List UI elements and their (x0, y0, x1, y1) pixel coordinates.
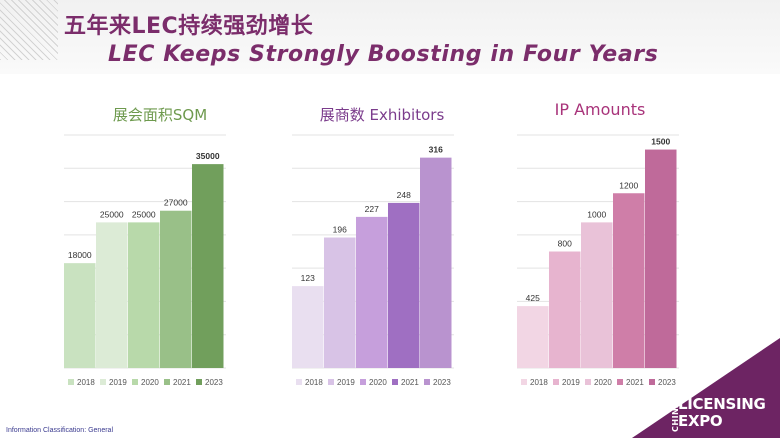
legend-swatch-2021 (617, 379, 623, 385)
bar-2021 (388, 202, 420, 368)
bar-2023 (645, 149, 677, 368)
legend-label-2021: 2021 (173, 378, 191, 387)
legend-label-2018: 2018 (530, 378, 548, 387)
bar-2018 (517, 306, 549, 368)
legend-swatch-2020 (132, 379, 138, 385)
legend-swatch-2019 (328, 379, 334, 385)
legend-label-2023: 2023 (433, 378, 451, 387)
legend-swatch-2018 (68, 379, 74, 385)
legend-swatch-2021 (164, 379, 170, 385)
data-label-2018: 18000 (68, 250, 92, 260)
data-label-2021: 27000 (164, 198, 188, 208)
chart-title-exhibitors: 展商数 Exhibitors (319, 106, 445, 124)
legend-label-2020: 2020 (594, 378, 612, 387)
legend-label-2019: 2019 (562, 378, 580, 387)
data-label-2020: 1000 (587, 209, 606, 219)
bar-2019 (96, 222, 128, 368)
data-label-2019: 25000 (100, 209, 124, 219)
legend-swatch-2018 (296, 379, 302, 385)
bar-2020 (356, 216, 388, 368)
bar-2021 (160, 210, 192, 368)
chart-title-area: 展会面积SQM (112, 106, 208, 124)
exhibitors-chart: 123 196 227 248 316 2018 2019 2020 2021 2023 (292, 134, 454, 387)
data-label-2023: 35000 (196, 151, 220, 161)
legend-label-2019: 2019 (337, 378, 355, 387)
bar-2019 (549, 251, 581, 368)
legend-label-2021: 2021 (401, 378, 419, 387)
legend-label-2019: 2019 (109, 378, 127, 387)
data-label-2023: 316 (429, 145, 443, 155)
chart-title-ip: IP Amounts (554, 100, 646, 119)
legend-swatch-2023 (196, 379, 202, 385)
legend-label-2020: 2020 (141, 378, 159, 387)
legend-label-2018: 2018 (305, 378, 323, 387)
data-label-2018: 425 (526, 293, 540, 303)
bar-2018 (64, 263, 96, 368)
legend-swatch-2019 (100, 379, 106, 385)
page-title-english: LEC Keeps Strongly Boosting in Four Year… (108, 42, 659, 67)
data-label-2019: 800 (558, 239, 572, 249)
legend-label-2023: 2023 (205, 378, 223, 387)
legend-label-2020: 2020 (369, 378, 387, 387)
header-band (0, 0, 780, 74)
data-label-2020: 227 (365, 204, 379, 214)
data-label-2023: 1500 (651, 137, 670, 147)
data-label-2019: 196 (333, 225, 347, 235)
legend-swatch-2023 (424, 379, 430, 385)
legend-swatch-2021 (392, 379, 398, 385)
bar-2019 (324, 237, 356, 368)
bar-2020 (581, 222, 613, 368)
bar-2018 (292, 286, 324, 368)
page-title-chinese: 五年来LEC持续强劲增长 (64, 14, 314, 39)
legend-label-2018: 2018 (77, 378, 95, 387)
legend-swatch-2019 (553, 379, 559, 385)
bar-2023 (192, 164, 224, 368)
logo-line1: LICENSING (678, 395, 766, 413)
legend-swatch-2018 (521, 379, 527, 385)
decorative-pattern (0, 0, 58, 60)
legend-swatch-2020 (585, 379, 591, 385)
legend-swatch-2020 (360, 379, 366, 385)
area-chart: 18000 25000 25000 27000 35000 2018 2019 2020 202… (64, 134, 226, 387)
information-classification: Information Classification: General (6, 427, 113, 434)
data-label-2020: 25000 (132, 209, 156, 219)
data-label-2021: 1200 (619, 180, 638, 190)
bar-2023 (420, 157, 452, 368)
data-label-2018: 123 (301, 273, 315, 283)
logo-background (632, 338, 780, 438)
data-label-2021: 248 (397, 190, 411, 200)
logo-line2: EXPO (678, 412, 723, 430)
bar-2020 (128, 222, 160, 368)
